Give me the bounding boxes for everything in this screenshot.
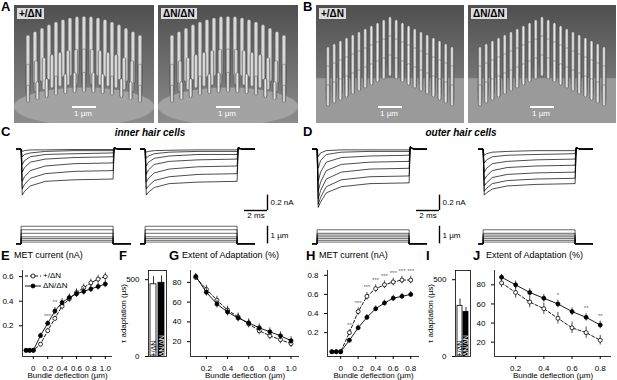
svg-text:**: ** [347, 322, 352, 328]
svg-text:0.2: 0.2 [200, 364, 212, 374]
svg-text:0.2 nA: 0.2 nA [271, 198, 295, 207]
svg-text:τ adaptation (µs): τ adaptation (µs) [426, 284, 435, 343]
svg-text:0.6: 0.6 [243, 364, 255, 374]
svg-text:500: 500 [126, 275, 140, 284]
svg-text:20: 20 [173, 337, 182, 346]
svg-text:0.2: 0.2 [352, 364, 364, 374]
html-text:inner hair cells: inner hair cells [114, 127, 186, 138]
svg-text:40: 40 [173, 317, 182, 326]
html-text:ΔN/ΔN: ΔN/ΔN [163, 8, 195, 19]
svg-text:τ adaptation (µs): τ adaptation (µs) [119, 284, 128, 343]
svg-text:***: *** [44, 313, 52, 319]
svg-text:0.4: 0.4 [370, 364, 382, 374]
html-text:0.2 0.4 0.6 0.8 1.0: 0.2 0.4 0.6 0.8 1.0 [42, 364, 111, 374]
svg-text:0.6: 0.6 [2, 272, 14, 281]
svg-text:Bundle deflection (µm): Bundle deflection (µm) [205, 371, 286, 380]
svg-text:+/ΔN: +/ΔN [150, 341, 157, 357]
svg-text:***: *** [372, 277, 380, 283]
svg-text:Bundle deflection (µm): Bundle deflection (µm) [27, 371, 108, 380]
svg-text:0.4: 0.4 [538, 364, 550, 374]
svg-text:0.4: 0.4 [307, 309, 319, 318]
html-text:F: F [119, 248, 127, 263]
svg-text:Bundle deflection (µm): Bundle deflection (µm) [333, 371, 414, 380]
svg-text:0.2: 0.2 [307, 328, 319, 337]
html-text:1 µm: 1 µm [74, 109, 92, 118]
svg-text:2 ms: 2 ms [419, 211, 436, 220]
html-text:+/ΔN: +/ΔN [321, 8, 344, 19]
html-text:outer hair cells: outer hair cells [425, 127, 497, 138]
svg-text:1 µm: 1 µm [271, 231, 289, 240]
svg-text:***: *** [398, 268, 406, 274]
svg-text:80: 80 [173, 278, 182, 287]
svg-text:Bundle deflection (µm): Bundle deflection (µm) [513, 371, 594, 380]
svg-text:ΔN/ΔN: ΔN/ΔN [462, 335, 469, 356]
html-text:G Extent of Adaptation (%): G Extent of Adaptation (%) [169, 248, 280, 263]
svg-text:0: 0 [135, 352, 140, 361]
svg-text:0.8: 0.8 [405, 364, 417, 374]
svg-text:2 ms: 2 ms [247, 211, 264, 220]
svg-text:500: 500 [433, 275, 447, 284]
svg-text:0.2: 0.2 [2, 321, 14, 330]
svg-text:***: *** [363, 284, 371, 290]
svg-text:1 µm: 1 µm [443, 231, 461, 240]
svg-text:0.8: 0.8 [264, 364, 276, 374]
svg-text:1.0: 1.0 [285, 364, 297, 373]
html-text:1 µm: 1 µm [218, 109, 236, 118]
svg-text:0.4: 0.4 [2, 297, 14, 306]
html-text:+/ΔN: +/ΔN [19, 8, 42, 19]
html-text:ΔN/ΔN: ΔN/ΔN [473, 8, 505, 19]
svg-text:0.8: 0.8 [595, 364, 607, 373]
svg-text:80: 80 [477, 280, 486, 289]
svg-text:0: 0 [31, 364, 36, 374]
html-text:I: I [426, 248, 430, 263]
svg-text:0.8: 0.8 [307, 271, 319, 280]
svg-text:0.6: 0.6 [387, 364, 399, 374]
svg-text:***: *** [390, 270, 398, 276]
svg-text:***: *** [407, 268, 415, 274]
svg-text:0.2: 0.2 [510, 364, 522, 374]
html-text:B: B [303, 0, 313, 14]
html-text:C: C [1, 124, 11, 139]
svg-text:**: ** [584, 305, 589, 311]
html-text:D: D [303, 124, 313, 139]
svg-text:0.6: 0.6 [307, 290, 319, 299]
svg-text:0.4: 0.4 [222, 364, 234, 374]
svg-text:***: *** [381, 273, 389, 279]
svg-text:**: ** [53, 299, 58, 305]
html-text:E MET current (nA): E MET current (nA) [1, 248, 83, 263]
html-text:A: A [1, 0, 11, 14]
html-text:H MET current (nA): H MET current (nA) [306, 248, 388, 263]
svg-text:+/ΔN: +/ΔN [456, 340, 464, 357]
svg-text:0: 0 [442, 352, 447, 361]
svg-text:20: 20 [477, 338, 486, 347]
html-text:1 µm: 1 µm [380, 109, 398, 118]
svg-text:60: 60 [173, 298, 182, 307]
html-text:J Extent of Adaptation (%): J Extent of Adaptation (%) [473, 248, 584, 263]
html-text:+/ΔN: +/ΔN [43, 271, 61, 280]
svg-text:*: * [557, 292, 560, 298]
html-text:1 µm: 1 µm [532, 109, 550, 118]
svg-text:0: 0 [338, 364, 343, 374]
svg-text:0.2 nA: 0.2 nA [443, 198, 467, 207]
svg-text:0.6: 0.6 [566, 364, 578, 374]
svg-text:**: ** [598, 313, 603, 319]
svg-text:60: 60 [477, 300, 486, 309]
svg-text:40: 40 [477, 319, 486, 328]
svg-text:***: *** [355, 300, 363, 306]
html-text:ΔN/ΔN: ΔN/ΔN [43, 281, 68, 290]
svg-text:ΔN/ΔN: ΔN/ΔN [158, 335, 165, 356]
